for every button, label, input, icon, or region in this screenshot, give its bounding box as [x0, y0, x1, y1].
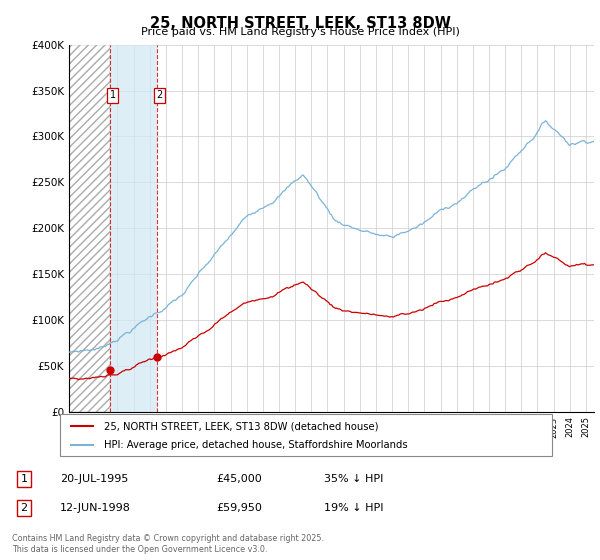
Text: £59,950: £59,950	[216, 503, 262, 513]
Text: Contains HM Land Registry data © Crown copyright and database right 2025.
This d: Contains HM Land Registry data © Crown c…	[12, 534, 324, 554]
Text: 20-JUL-1995: 20-JUL-1995	[60, 474, 128, 484]
Text: 1: 1	[20, 474, 28, 484]
Text: 2: 2	[20, 503, 28, 513]
Text: 25, NORTH STREET, LEEK, ST13 8DW: 25, NORTH STREET, LEEK, ST13 8DW	[149, 16, 451, 31]
Text: 12-JUN-1998: 12-JUN-1998	[60, 503, 131, 513]
Text: 35% ↓ HPI: 35% ↓ HPI	[324, 474, 383, 484]
Text: Price paid vs. HM Land Registry's House Price Index (HPI): Price paid vs. HM Land Registry's House …	[140, 27, 460, 37]
Bar	[69, 45, 110, 412]
Text: 2: 2	[157, 90, 163, 100]
Text: 1: 1	[110, 90, 116, 100]
Text: £45,000: £45,000	[216, 474, 262, 484]
Text: HPI: Average price, detached house, Staffordshire Moorlands: HPI: Average price, detached house, Staf…	[104, 440, 408, 450]
Text: 19% ↓ HPI: 19% ↓ HPI	[324, 503, 383, 513]
Bar	[110, 45, 157, 412]
Text: 25, NORTH STREET, LEEK, ST13 8DW (detached house): 25, NORTH STREET, LEEK, ST13 8DW (detach…	[104, 421, 379, 431]
FancyBboxPatch shape	[60, 414, 552, 456]
